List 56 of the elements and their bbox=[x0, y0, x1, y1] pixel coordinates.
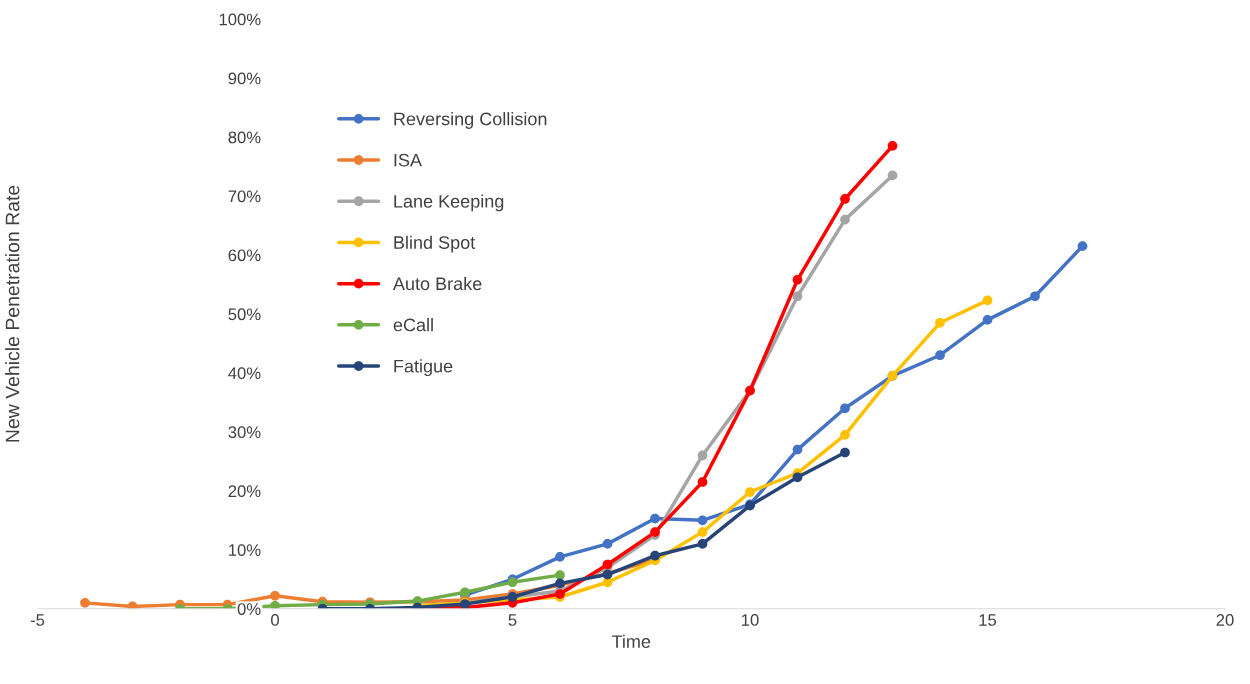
legend-label: Blind Spot bbox=[394, 235, 476, 253]
point bbox=[697, 450, 708, 461]
point bbox=[270, 600, 280, 609]
point bbox=[555, 552, 565, 562]
point bbox=[982, 314, 993, 325]
legend-label: ISA bbox=[394, 153, 422, 167]
point bbox=[745, 487, 755, 497]
point bbox=[982, 295, 993, 306]
point bbox=[697, 527, 708, 537]
x-axis-title: Time bbox=[611, 634, 651, 648]
x-tick-label: 15 bbox=[979, 614, 997, 626]
y-tick-label: 90% bbox=[228, 72, 261, 85]
legend-label: eCall bbox=[393, 318, 433, 332]
point bbox=[840, 194, 850, 204]
x-tick-label: -5 bbox=[30, 614, 45, 626]
y-tick-label: 40% bbox=[228, 367, 261, 380]
point bbox=[840, 429, 850, 440]
point bbox=[697, 539, 708, 549]
point bbox=[80, 598, 90, 608]
point bbox=[792, 444, 803, 455]
x-tick-label: 20 bbox=[1216, 614, 1234, 626]
point bbox=[887, 170, 898, 181]
x-tick-label: 10 bbox=[742, 614, 759, 626]
y-tick-label: 100% bbox=[219, 13, 261, 26]
point bbox=[697, 477, 708, 487]
point bbox=[935, 350, 945, 361]
y-tick-label: 30% bbox=[228, 426, 261, 439]
legend-label: Reversing Collision bbox=[394, 112, 547, 129]
x-tick-label: 5 bbox=[508, 614, 517, 626]
y-tick-label: 0% bbox=[237, 603, 261, 615]
point bbox=[602, 539, 613, 549]
point bbox=[935, 317, 945, 328]
y-tick-label: 60% bbox=[228, 249, 261, 262]
legend-label: Lane Keeping bbox=[394, 194, 504, 212]
point bbox=[650, 550, 660, 561]
y-axis-title: New Vehicle Penetration Rate bbox=[5, 185, 20, 442]
y-tick-label: 70% bbox=[228, 190, 261, 203]
x-tick-label: 0 bbox=[271, 614, 279, 626]
y-tick-label: 80% bbox=[228, 131, 261, 144]
point bbox=[270, 590, 280, 601]
legend-label: Fatigue bbox=[394, 359, 453, 377]
point bbox=[1077, 241, 1088, 252]
point bbox=[840, 447, 850, 458]
point bbox=[840, 403, 850, 414]
point bbox=[650, 513, 660, 524]
point bbox=[792, 472, 803, 483]
point bbox=[840, 214, 850, 225]
point bbox=[1030, 291, 1040, 302]
y-tick-label: 20% bbox=[228, 485, 261, 498]
y-tick-label: 10% bbox=[229, 544, 261, 556]
point bbox=[792, 291, 803, 302]
legend-label: Auto Brake bbox=[392, 276, 482, 291]
y-tick-label: 50% bbox=[228, 308, 261, 321]
point bbox=[697, 515, 708, 526]
point bbox=[792, 274, 803, 285]
point bbox=[887, 141, 898, 151]
